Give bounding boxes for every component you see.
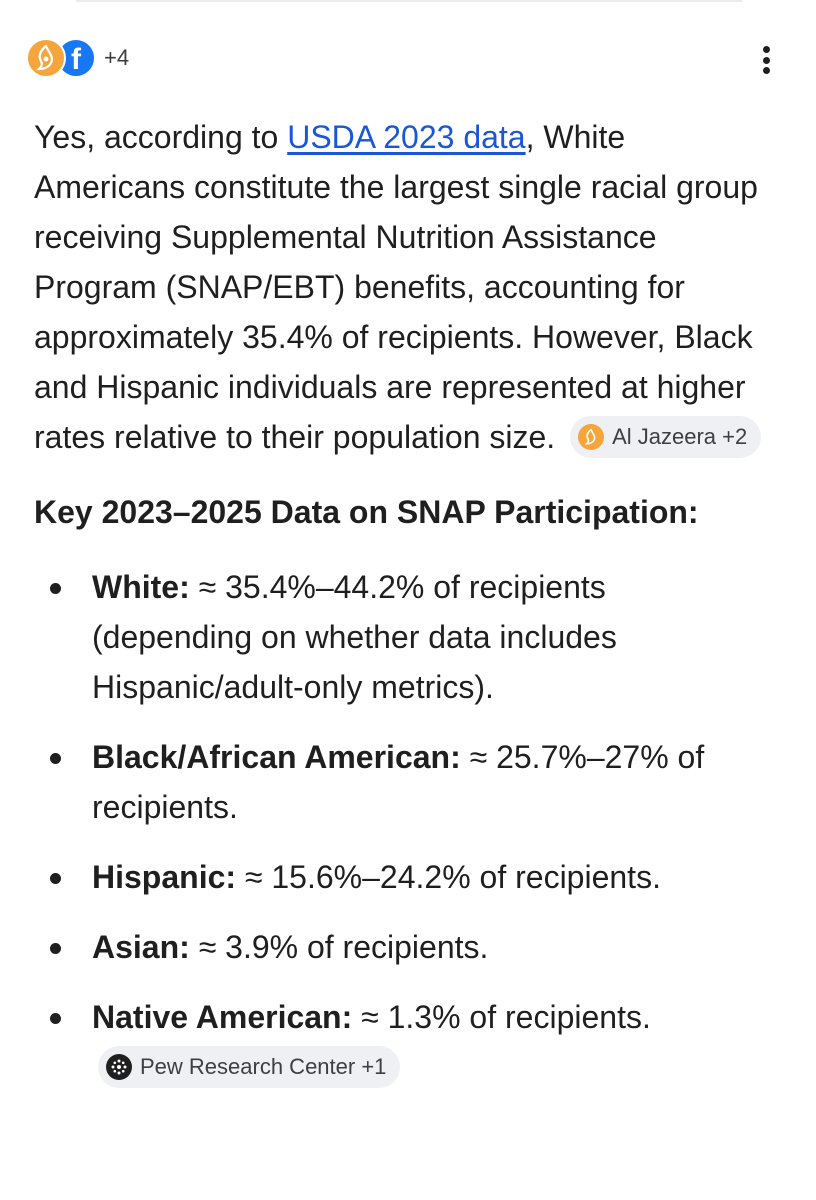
usda-link[interactable]: USDA 2023 data [287, 119, 526, 155]
al-jazeera-icon[interactable] [26, 38, 66, 78]
answer-content: Yes, according to USDA 2023 data, White … [34, 112, 764, 1112]
participation-list: White: ≈ 35.4%–44.2% of recipients (depe… [34, 562, 764, 1092]
list-item-text: ≈ 35.4%–44.2% of recipients (depending o… [92, 569, 617, 705]
list-item-native-american: Native American: ≈ 1.3% of recipients. P… [34, 992, 764, 1092]
list-item-label: Hispanic: [92, 859, 237, 895]
bullet-dot [50, 873, 61, 884]
citation-chip-label: Al Jazeera +2 [612, 423, 748, 449]
answer-intro-text: Yes, according to [34, 119, 288, 155]
answer-paragraph: Yes, according to USDA 2023 data, White … [34, 112, 764, 462]
list-item-text: ≈ 3.9% of recipients. [189, 929, 489, 965]
al-jazeera-icon [578, 423, 605, 450]
more-sources-count[interactable]: +4 [104, 45, 130, 70]
bullet-dot [50, 943, 61, 954]
list-item-text: ≈ 15.6%–24.2% of recipients. [236, 859, 661, 895]
top-divider [76, 0, 742, 2]
list-item-text: ≈ 25.7%–27% of recipients. [92, 739, 705, 825]
answer-body-text: , White Americans constitute the largest… [34, 119, 758, 455]
list-item-label: White: [92, 569, 190, 605]
bullet-dot [50, 583, 61, 594]
list-item-label: Asian: [92, 929, 190, 965]
list-item-black: Black/African American: ≈ 25.7%–27% of r… [34, 732, 764, 832]
list-item-white: White: ≈ 35.4%–44.2% of recipients (depe… [34, 562, 764, 712]
source-favicons[interactable]: f +4 [26, 36, 129, 80]
pew-research-icon [106, 1053, 132, 1080]
list-item-hispanic: Hispanic: ≈ 15.6%–24.2% of recipients. [34, 852, 764, 902]
list-item-label: Black/African American: [92, 739, 461, 775]
bullet-dot [50, 753, 61, 764]
list-item-text: ≈ 1.3% of recipients. [352, 999, 651, 1035]
citation-chip-label: Pew Research Center +1 [140, 1053, 387, 1079]
citation-chip-pew[interactable]: Pew Research Center +1 [98, 1045, 401, 1088]
bullet-dot [50, 1013, 61, 1024]
citation-chip-al-jazeera[interactable]: Al Jazeera +2 [570, 415, 762, 458]
section-heading: Key 2023–2025 Data on SNAP Participation… [34, 494, 699, 530]
more-options-icon[interactable] [752, 42, 780, 78]
list-item-asian: Asian: ≈ 3.9% of recipients. [34, 922, 764, 972]
list-item-label: Native American: [92, 999, 353, 1035]
